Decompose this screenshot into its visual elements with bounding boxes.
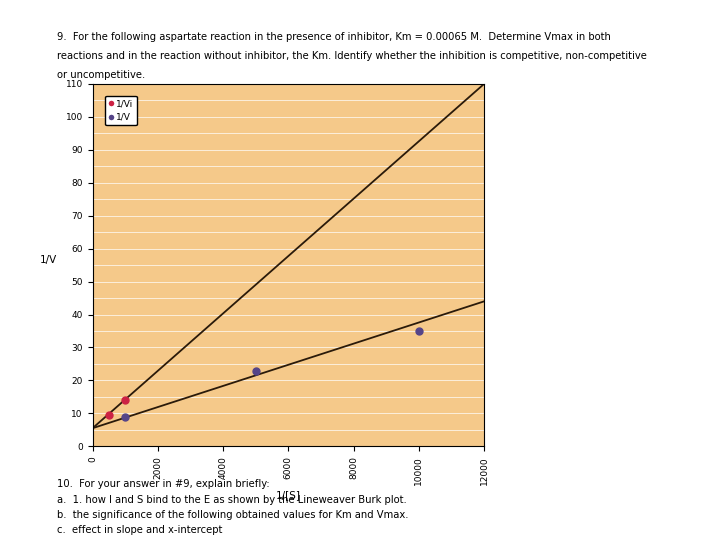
Text: or uncompetitive.: or uncompetitive.	[57, 70, 145, 80]
Text: reactions and in the reaction without inhibitor, the Km. Identify whether the in: reactions and in the reaction without in…	[57, 51, 646, 61]
Text: b.  the significance of the following obtained values for Km and Vmax.: b. the significance of the following obt…	[57, 510, 409, 520]
Text: a.  1. how I and S bind to the E as shown by the Lineweaver Burk plot.: a. 1. how I and S bind to the E as shown…	[57, 495, 407, 505]
Y-axis label: 1/V: 1/V	[41, 255, 58, 265]
Text: 10.  For your answer in #9, explain briefly:: 10. For your answer in #9, explain brief…	[57, 479, 270, 489]
X-axis label: 1/[S]: 1/[S]	[276, 490, 301, 500]
Legend: 1/Vi, 1/V: 1/Vi, 1/V	[105, 96, 137, 126]
Text: 9.  For the following aspartate reaction in the presence of inhibitor, Km = 0.00: 9. For the following aspartate reaction …	[57, 32, 611, 42]
Text: c.  effect in slope and x-intercept: c. effect in slope and x-intercept	[57, 525, 222, 535]
